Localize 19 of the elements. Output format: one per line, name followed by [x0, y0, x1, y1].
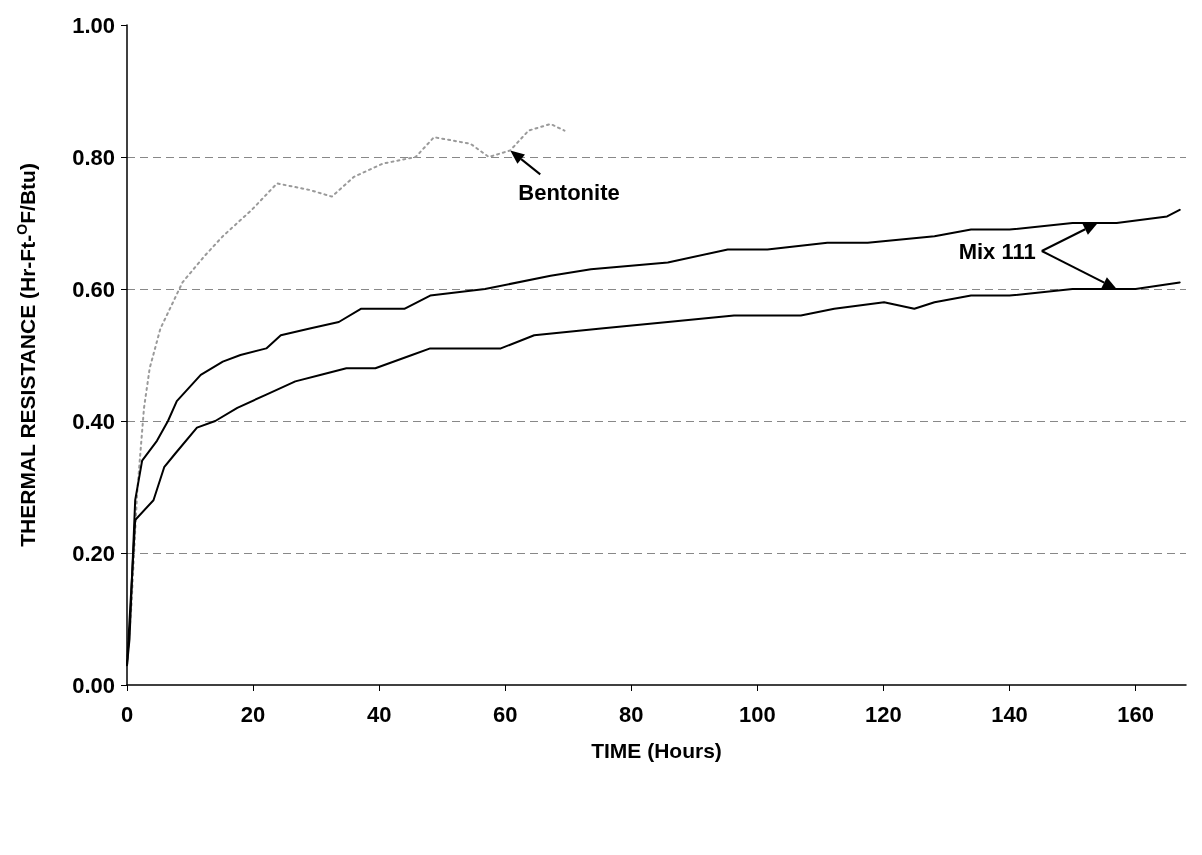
- x-tick-label: 120: [865, 701, 902, 727]
- x-axis-title: TIME (Hours): [591, 739, 722, 762]
- y-tick-label: 0.40: [72, 408, 115, 434]
- x-tick-label: 160: [1117, 701, 1154, 727]
- annotation: Mix 111: [958, 238, 1036, 264]
- y-tick-label: 0.60: [72, 276, 115, 302]
- x-tick-label: 60: [492, 701, 518, 727]
- x-tick-label: 0: [120, 701, 134, 727]
- y-tick-label: 0.00: [72, 672, 115, 698]
- annotation: Bentonite: [518, 179, 620, 205]
- y-axis-title: THERMAL RESISTANCE (Hr-Ft-OF/Btu): [14, 163, 39, 547]
- x-tick-label: 100: [739, 701, 776, 727]
- y-tick-label: 0.80: [72, 144, 115, 170]
- y-tick-label: 0.20: [72, 540, 115, 566]
- y-tick-label: 1.00: [72, 12, 115, 38]
- x-tick-label: 80: [619, 701, 644, 727]
- x-tick-label: 140: [991, 701, 1028, 727]
- x-tick-label: 20: [240, 701, 266, 727]
- x-tick-label: 40: [366, 701, 392, 727]
